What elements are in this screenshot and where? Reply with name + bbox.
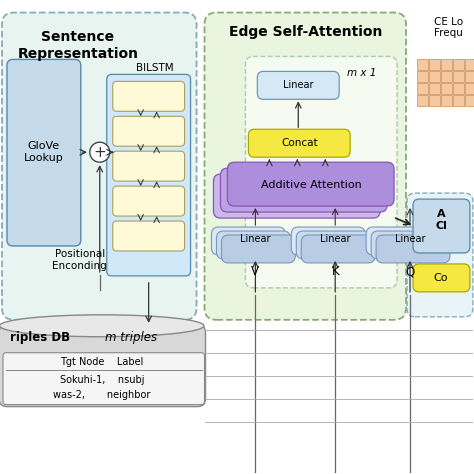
- Text: Sokuhi-1,    nsubj: Sokuhi-1, nsubj: [60, 374, 144, 385]
- Text: Linear: Linear: [240, 234, 271, 244]
- Text: was-2,       neighbor: was-2, neighbor: [53, 390, 150, 400]
- FancyBboxPatch shape: [204, 12, 406, 320]
- FancyBboxPatch shape: [0, 325, 206, 407]
- Text: GloVe
Lookup: GloVe Lookup: [24, 141, 64, 163]
- FancyBboxPatch shape: [2, 12, 197, 320]
- Bar: [429, 72, 440, 82]
- Text: A
Cl: A Cl: [435, 209, 447, 231]
- FancyBboxPatch shape: [107, 74, 191, 276]
- FancyBboxPatch shape: [376, 235, 450, 263]
- FancyBboxPatch shape: [257, 72, 339, 100]
- FancyBboxPatch shape: [413, 199, 470, 253]
- Text: BILSTM: BILSTM: [136, 64, 173, 73]
- Text: m triples: m triples: [105, 331, 157, 344]
- Bar: [465, 83, 474, 94]
- Bar: [453, 95, 464, 106]
- Bar: [441, 59, 452, 71]
- Text: Tgt Node    Label: Tgt Node Label: [60, 357, 144, 367]
- FancyBboxPatch shape: [3, 353, 204, 405]
- Bar: [429, 83, 440, 94]
- FancyBboxPatch shape: [113, 186, 184, 216]
- Text: Additive Attention: Additive Attention: [261, 180, 362, 190]
- Text: Edge Self-Attention: Edge Self-Attention: [228, 25, 382, 38]
- FancyBboxPatch shape: [296, 231, 370, 259]
- Bar: [441, 72, 452, 82]
- Text: Co: Co: [434, 273, 448, 283]
- Text: Sentence
Representation: Sentence Representation: [18, 30, 138, 61]
- Bar: [465, 72, 474, 82]
- Bar: [465, 59, 474, 71]
- Ellipse shape: [0, 315, 204, 337]
- FancyBboxPatch shape: [113, 82, 184, 111]
- FancyBboxPatch shape: [211, 227, 285, 255]
- FancyBboxPatch shape: [213, 174, 380, 218]
- Text: CE Lo
Frequ: CE Lo Frequ: [434, 17, 463, 38]
- Bar: [441, 95, 452, 106]
- Bar: [453, 59, 464, 71]
- Bar: [417, 83, 428, 94]
- Bar: [465, 95, 474, 106]
- Bar: [417, 59, 428, 71]
- Circle shape: [90, 142, 110, 162]
- Text: Linear: Linear: [395, 234, 425, 244]
- FancyBboxPatch shape: [292, 227, 365, 255]
- FancyBboxPatch shape: [228, 162, 394, 206]
- FancyBboxPatch shape: [246, 56, 397, 288]
- Text: +: +: [93, 145, 106, 160]
- FancyBboxPatch shape: [217, 231, 290, 259]
- Text: m x 1: m x 1: [347, 68, 376, 78]
- Text: Positional
Enconding: Positional Enconding: [53, 249, 107, 271]
- FancyBboxPatch shape: [113, 151, 184, 181]
- Text: Q: Q: [405, 265, 415, 278]
- Text: V: V: [251, 265, 259, 278]
- FancyBboxPatch shape: [366, 227, 440, 255]
- Bar: [417, 72, 428, 82]
- Bar: [417, 95, 428, 106]
- FancyBboxPatch shape: [220, 168, 387, 212]
- Text: Linear: Linear: [283, 81, 313, 91]
- Bar: [429, 95, 440, 106]
- FancyBboxPatch shape: [248, 129, 350, 157]
- Text: Linear: Linear: [320, 234, 350, 244]
- Text: riples DB: riples DB: [10, 331, 70, 344]
- FancyBboxPatch shape: [7, 59, 81, 246]
- Text: K: K: [331, 265, 339, 278]
- FancyBboxPatch shape: [413, 264, 470, 292]
- Bar: [429, 59, 440, 71]
- FancyBboxPatch shape: [113, 221, 184, 251]
- Bar: [441, 83, 452, 94]
- FancyBboxPatch shape: [301, 235, 375, 263]
- FancyBboxPatch shape: [113, 116, 184, 146]
- Bar: [453, 83, 464, 94]
- FancyBboxPatch shape: [371, 231, 445, 259]
- Bar: [453, 72, 464, 82]
- FancyBboxPatch shape: [407, 193, 473, 317]
- Text: Concat: Concat: [281, 138, 318, 148]
- FancyBboxPatch shape: [221, 235, 295, 263]
